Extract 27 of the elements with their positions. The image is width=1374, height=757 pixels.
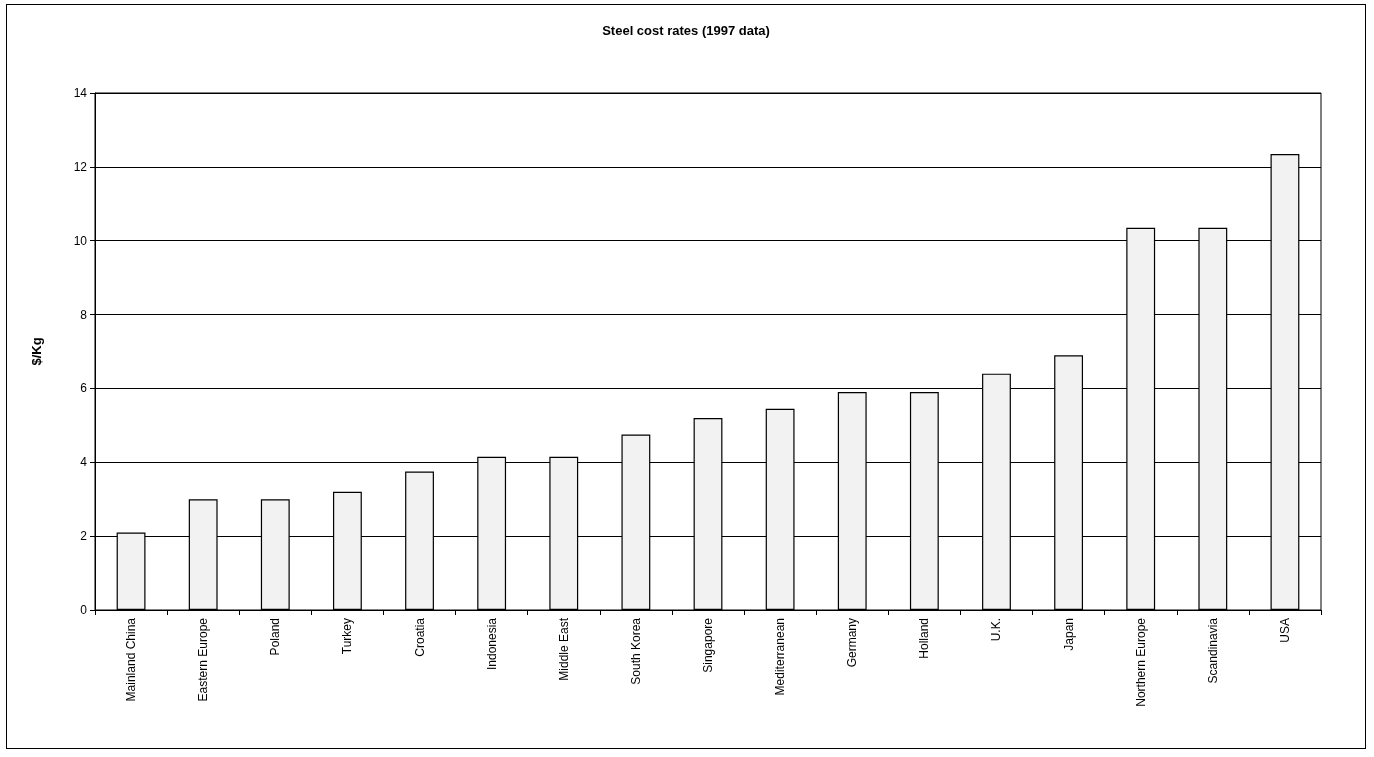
y-tick-label: 4 (80, 455, 88, 470)
y-tick-label: 8 (80, 307, 88, 322)
x-tick-label: Germany (845, 618, 860, 668)
y-tick-label: 10 (73, 233, 88, 248)
y-tick-label: 12 (73, 159, 88, 174)
x-tick-label: USA (1277, 618, 1292, 643)
x-tick-label: Indonesia (484, 617, 499, 671)
x-tick-label: Holland (917, 618, 932, 659)
x-tick-label: South Korea (628, 617, 643, 685)
x-tick-label: Middle East (556, 617, 571, 681)
x-tick-label: Singapore (701, 617, 715, 673)
y-tick-label: 2 (80, 529, 88, 544)
x-tick-label: Scandinavia (1205, 617, 1220, 684)
y-tick-label: 0 (80, 603, 88, 617)
x-tick-label: Mediterranean (773, 618, 788, 696)
chart-title: Steel cost rates (1997 data) (602, 23, 770, 38)
y-axis-title: $/Kg (29, 337, 44, 366)
x-tick-label: Mainland China (124, 617, 139, 702)
y-tick-label: 14 (73, 86, 88, 100)
x-tick-label: Northern Europe (1133, 617, 1148, 707)
x-tick-label: Poland (268, 618, 283, 656)
x-tick-label: Croatia (412, 617, 427, 657)
x-tick-label: U.K. (989, 618, 1004, 642)
x-tick-label: Turkey (340, 618, 355, 655)
x-tick-label: Japan (1061, 618, 1076, 651)
y-tick-label: 6 (80, 381, 88, 396)
x-tick-label: Eastern Europe (196, 617, 211, 702)
